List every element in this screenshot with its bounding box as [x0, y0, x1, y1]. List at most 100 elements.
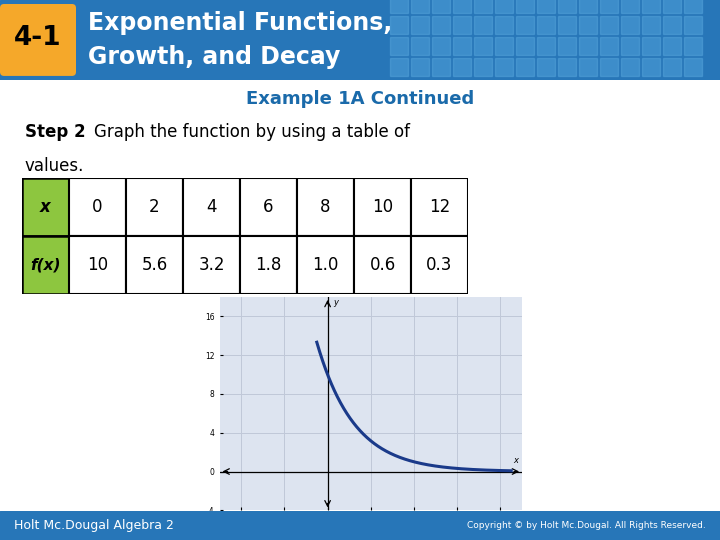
Bar: [600, 37, 618, 55]
Text: Step 2: Step 2: [24, 123, 86, 140]
Bar: [495, 16, 513, 34]
Bar: [453, 58, 471, 76]
Bar: [411, 178, 468, 237]
Bar: [411, 16, 429, 34]
Bar: [684, 16, 702, 34]
Bar: [453, 16, 471, 34]
Bar: [22, 237, 69, 294]
Text: 1.8: 1.8: [256, 256, 282, 274]
Bar: [183, 178, 240, 237]
Bar: [642, 37, 660, 55]
Bar: [432, 58, 450, 76]
Bar: [432, 0, 450, 13]
Text: 5.6: 5.6: [141, 256, 168, 274]
Bar: [684, 37, 702, 55]
Bar: [390, 58, 408, 76]
Text: y: y: [333, 298, 338, 307]
Bar: [579, 0, 597, 13]
Bar: [621, 16, 639, 34]
Bar: [516, 16, 534, 34]
Bar: [495, 58, 513, 76]
Bar: [22, 178, 69, 237]
Bar: [474, 37, 492, 55]
Bar: [642, 58, 660, 76]
Bar: [354, 178, 411, 237]
Text: 8: 8: [320, 198, 330, 216]
Text: x: x: [40, 198, 50, 216]
Bar: [453, 37, 471, 55]
Bar: [516, 37, 534, 55]
Bar: [537, 16, 555, 34]
FancyBboxPatch shape: [0, 4, 76, 76]
Bar: [411, 237, 468, 294]
Bar: [432, 37, 450, 55]
Bar: [621, 0, 639, 13]
Bar: [537, 58, 555, 76]
Bar: [663, 37, 681, 55]
Bar: [663, 16, 681, 34]
Text: 10: 10: [87, 256, 108, 274]
Bar: [390, 0, 408, 13]
Bar: [663, 0, 681, 13]
Text: Example 1A Continued: Example 1A Continued: [246, 90, 474, 108]
Bar: [183, 237, 240, 294]
Bar: [558, 16, 576, 34]
Bar: [474, 0, 492, 13]
Text: 3.2: 3.2: [198, 256, 225, 274]
Text: f(x): f(x): [30, 258, 60, 273]
Text: Holt Mc.Dougal Algebra 2: Holt Mc.Dougal Algebra 2: [14, 519, 174, 532]
Bar: [411, 0, 429, 13]
Bar: [600, 0, 618, 13]
Bar: [411, 58, 429, 76]
Text: values.: values.: [24, 157, 84, 175]
Bar: [240, 178, 297, 237]
Bar: [474, 16, 492, 34]
Text: 4: 4: [206, 198, 217, 216]
Bar: [495, 0, 513, 13]
Text: Graph the function by using a table of: Graph the function by using a table of: [94, 123, 410, 140]
Text: 10: 10: [372, 198, 393, 216]
Bar: [432, 16, 450, 34]
Bar: [240, 237, 297, 294]
Text: 0.6: 0.6: [369, 256, 395, 274]
Text: Growth, and Decay: Growth, and Decay: [88, 45, 341, 69]
Text: 12: 12: [429, 198, 450, 216]
Text: 0: 0: [92, 198, 103, 216]
Bar: [537, 0, 555, 13]
Bar: [600, 16, 618, 34]
Bar: [354, 237, 411, 294]
Bar: [390, 16, 408, 34]
Bar: [621, 37, 639, 55]
Bar: [558, 58, 576, 76]
Bar: [69, 178, 126, 237]
Bar: [411, 37, 429, 55]
Bar: [126, 237, 183, 294]
Bar: [684, 0, 702, 13]
Text: 4-1: 4-1: [14, 25, 62, 51]
Text: 6: 6: [264, 198, 274, 216]
Bar: [642, 0, 660, 13]
Bar: [558, 0, 576, 13]
Bar: [453, 0, 471, 13]
Bar: [600, 58, 618, 76]
Bar: [663, 58, 681, 76]
Text: 0.3: 0.3: [426, 256, 453, 274]
Text: Copyright © by Holt Mc.Dougal. All Rights Reserved.: Copyright © by Holt Mc.Dougal. All Right…: [467, 521, 706, 530]
Text: x: x: [513, 456, 518, 465]
Bar: [516, 58, 534, 76]
Bar: [69, 237, 126, 294]
Text: Exponential Functions,: Exponential Functions,: [88, 11, 392, 35]
Bar: [126, 178, 183, 237]
Bar: [579, 37, 597, 55]
Bar: [495, 37, 513, 55]
Bar: [558, 37, 576, 55]
Text: 1.0: 1.0: [312, 256, 338, 274]
Bar: [516, 0, 534, 13]
Bar: [621, 58, 639, 76]
Bar: [579, 58, 597, 76]
Text: 2: 2: [149, 198, 160, 216]
Bar: [297, 237, 354, 294]
Bar: [297, 178, 354, 237]
Bar: [684, 58, 702, 76]
Bar: [390, 37, 408, 55]
